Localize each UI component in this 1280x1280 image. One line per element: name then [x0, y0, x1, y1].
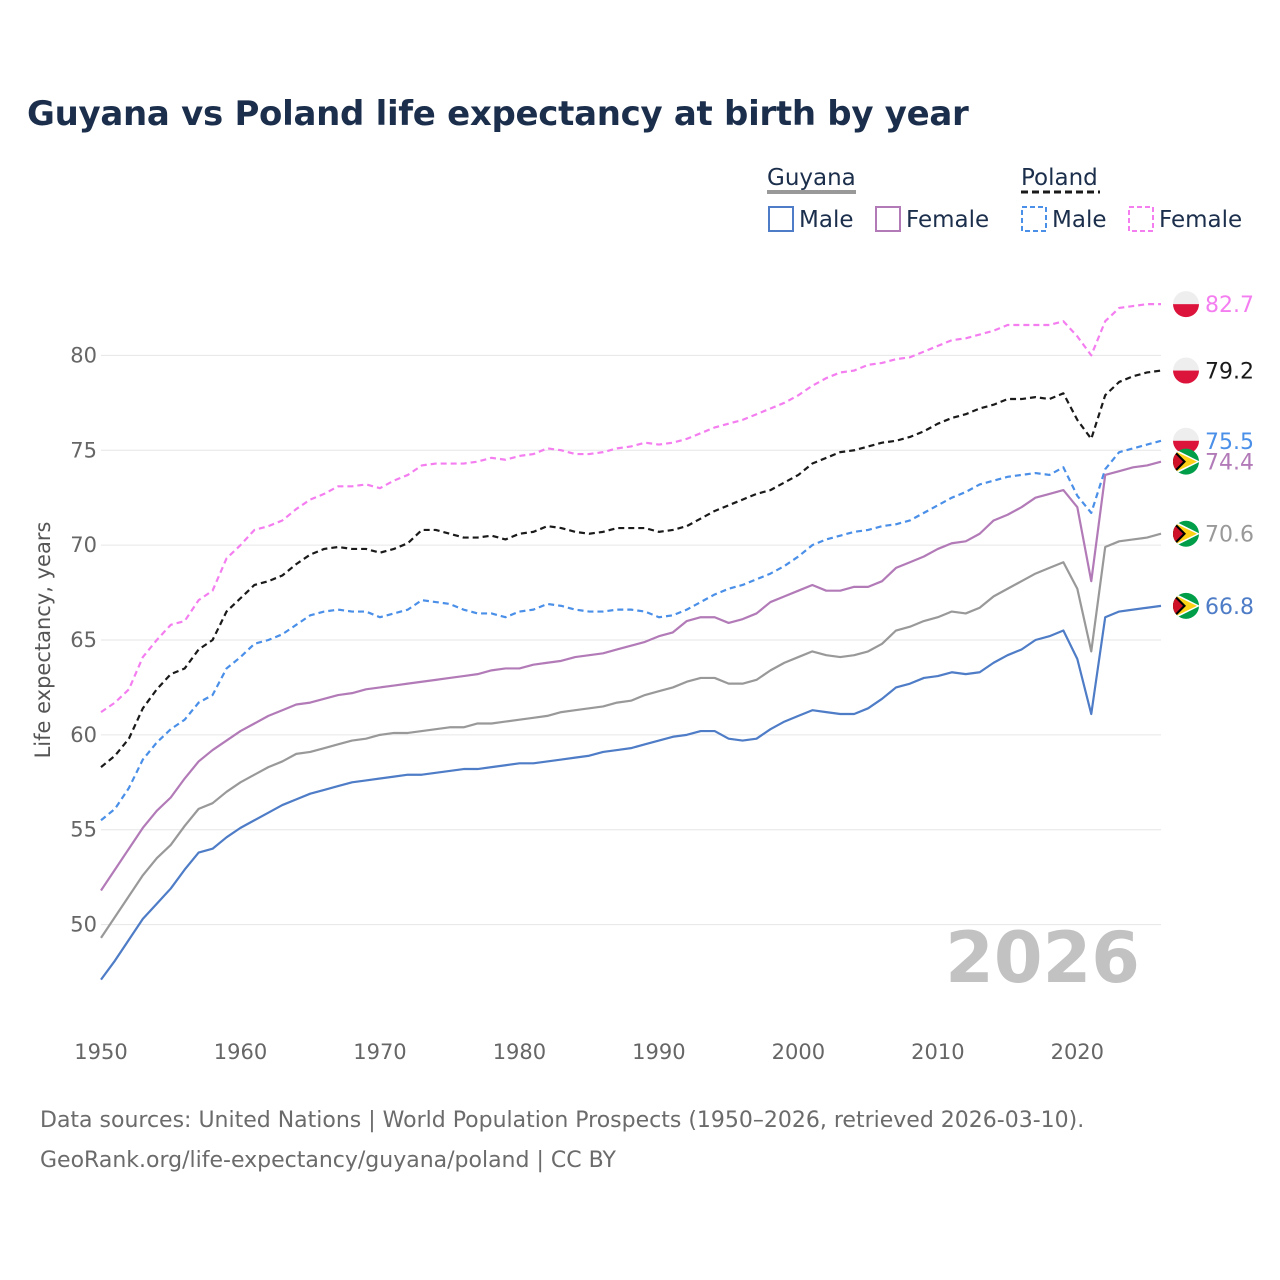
legend-poland-male-label: Male: [1052, 207, 1106, 233]
y-tick-label: 80: [70, 343, 97, 367]
x-tick-label: 2000: [772, 1040, 825, 1064]
legend-poland-female-swatch: [1128, 206, 1154, 232]
end-label-guyana-female: 74.4: [1205, 451, 1254, 476]
series-end-labels: 82.7 79.2 75.574.4 70.6 66.8: [1205, 293, 1254, 620]
guyana-flag-icon: [1173, 520, 1199, 547]
end-label-poland-total: 79.2: [1205, 360, 1254, 385]
source-line: Data sources: United Nations | World Pop…: [40, 1108, 1085, 1133]
series-lines: [100, 303, 1162, 981]
line-chart: 50 55 60 65 70 75 80 1950 1960 1970 1980 1990 2000 2…: [31, 165, 1254, 1064]
y-tick-label: 65: [70, 628, 97, 652]
y-tick-label: 50: [70, 913, 97, 937]
chart-title: Guyana vs Poland life expectancy at birt…: [27, 94, 969, 134]
y-axis-ticks: 50 55 60 65 70 75 80: [70, 343, 97, 936]
guyana-flag-icon: [1173, 592, 1199, 619]
series-end-flags: [1173, 291, 1199, 619]
x-tick-label: 2020: [1051, 1040, 1104, 1064]
legend-group-guyana: Guyana: [767, 165, 856, 191]
y-tick-label: 75: [70, 438, 97, 462]
legend-poland-male-swatch: [1021, 206, 1047, 232]
legend: Guyana Poland Male Female Male Female: [767, 165, 1242, 233]
y-tick-label: 55: [70, 818, 97, 842]
series-line-guyana-male: [100, 604, 1162, 981]
poland-flag-icon: [1173, 291, 1199, 318]
end-label-guyana-total: 70.6: [1205, 523, 1254, 548]
x-tick-label: 1950: [74, 1040, 127, 1064]
series-line-guyana-female: [100, 460, 1162, 892]
y-axis-title: Life expectancy, years: [31, 522, 55, 759]
poland-flag-icon: [1173, 357, 1199, 384]
gridlines: [101, 354, 1161, 926]
end-label-poland-female: 82.7: [1205, 293, 1254, 318]
x-tick-label: 2010: [911, 1040, 964, 1064]
y-tick-label: 70: [70, 533, 97, 557]
legend-guyana-male-swatch: [768, 206, 794, 232]
legend-guyana-female-swatch: [875, 206, 901, 232]
legend-poland-female-label: Female: [1159, 207, 1242, 233]
x-tick-label: 1980: [493, 1040, 546, 1064]
legend-group-poland: Poland: [1021, 165, 1098, 191]
legend-guyana-female-label: Female: [906, 207, 989, 233]
x-tick-label: 1970: [353, 1040, 406, 1064]
current-year-label: 2026: [945, 917, 1140, 999]
series-line-poland-total: [100, 369, 1162, 768]
source-link: GeoRank.org/life-expectancy/guyana/polan…: [40, 1148, 616, 1173]
x-axis-ticks: 1950 1960 1970 1980 1990 2000 2010 2020: [74, 1040, 1104, 1064]
series-line-poland-male: [100, 439, 1162, 822]
y-tick-label: 60: [70, 723, 97, 747]
legend-guyana-male-label: Male: [799, 207, 853, 233]
end-label-poland-male: 75.5: [1205, 430, 1254, 455]
x-tick-label: 1960: [214, 1040, 267, 1064]
end-label-guyana-male: 66.8: [1205, 595, 1254, 620]
guyana-flag-icon: [1173, 448, 1199, 475]
series-line-guyana-total: [100, 532, 1162, 939]
x-tick-label: 1990: [632, 1040, 685, 1064]
series-line-poland-female: [100, 303, 1161, 714]
